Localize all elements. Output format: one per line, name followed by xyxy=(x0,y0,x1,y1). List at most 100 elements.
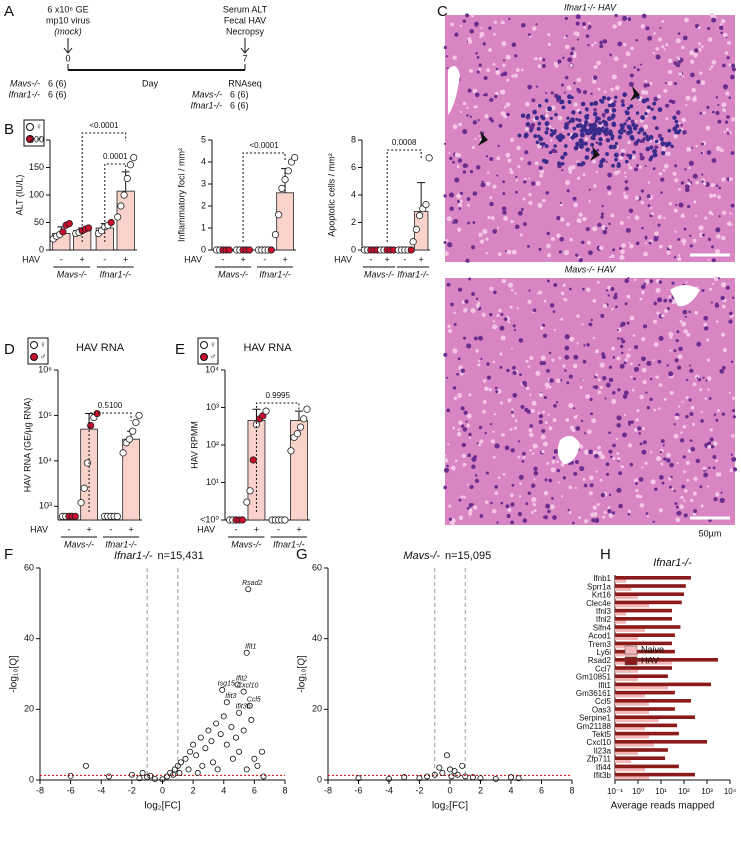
nucleus xyxy=(697,48,702,52)
nucleus xyxy=(517,455,521,459)
nucleus xyxy=(709,12,715,18)
nucleus xyxy=(555,378,561,384)
nucleus xyxy=(607,509,612,514)
nucleus xyxy=(602,515,606,519)
data-point xyxy=(415,212,424,220)
nucleus xyxy=(556,233,561,238)
nucleus xyxy=(663,163,669,169)
data-point xyxy=(459,762,466,769)
nucleus xyxy=(474,105,478,109)
nucleus xyxy=(730,74,735,80)
data-point xyxy=(136,775,143,782)
infiltrate xyxy=(649,155,654,159)
nucleus xyxy=(539,326,544,330)
nucleus xyxy=(690,405,695,410)
nucleus xyxy=(640,63,643,66)
nucleus xyxy=(699,485,703,489)
nucleus xyxy=(499,325,505,331)
nucleus xyxy=(538,247,542,251)
nucleus xyxy=(672,171,677,176)
nucleus xyxy=(681,484,686,489)
nucleus xyxy=(466,106,469,110)
nucleus xyxy=(467,203,471,207)
infiltrate xyxy=(560,134,566,140)
nucleus xyxy=(669,390,674,395)
bar xyxy=(615,620,626,624)
nucleus xyxy=(686,332,691,337)
nucleus xyxy=(634,345,639,350)
infiltrate xyxy=(523,132,529,138)
nucleus xyxy=(608,377,614,383)
nucleus xyxy=(660,191,663,194)
y-tick-label: 40 xyxy=(312,633,322,643)
nucleus xyxy=(706,338,710,342)
nucleus xyxy=(647,35,653,41)
infiltrate xyxy=(573,132,579,138)
nucleus xyxy=(514,292,517,295)
nucleus xyxy=(668,69,673,75)
nucleus xyxy=(477,166,481,169)
nucleus xyxy=(450,465,456,471)
nucleus xyxy=(492,456,496,459)
nucleus xyxy=(691,146,694,149)
nucleus xyxy=(474,137,477,140)
nucleus xyxy=(502,21,505,25)
nucleus xyxy=(696,79,701,84)
nucleus xyxy=(635,119,638,123)
nucleus xyxy=(710,65,714,68)
nucleus xyxy=(663,48,666,51)
nucleus xyxy=(450,518,456,524)
nucleus xyxy=(452,426,455,430)
nucleus xyxy=(454,32,459,37)
nucleus xyxy=(666,458,671,463)
nucleus xyxy=(462,129,468,135)
nucleus xyxy=(532,308,537,313)
nucleus xyxy=(458,420,463,425)
nucleus xyxy=(529,125,535,131)
nucleus xyxy=(602,375,607,381)
nucleus xyxy=(659,474,664,480)
nucleus xyxy=(725,127,729,131)
nucleus xyxy=(485,471,489,475)
nucleus xyxy=(553,61,559,67)
nucleus xyxy=(652,319,658,324)
nucleus xyxy=(602,39,608,44)
nucleus xyxy=(697,42,701,46)
nucleus xyxy=(688,166,691,170)
nucleus xyxy=(612,24,617,29)
nucleus xyxy=(587,429,592,435)
treatment-label: - xyxy=(235,524,238,534)
nucleus xyxy=(703,472,709,478)
nucleus xyxy=(609,53,612,57)
nucleus xyxy=(608,449,613,454)
data-point xyxy=(477,775,484,782)
bar xyxy=(615,625,681,629)
data-point xyxy=(448,773,455,780)
nucleus xyxy=(657,223,661,227)
nucleus xyxy=(532,503,536,507)
nucleus xyxy=(601,354,606,359)
infiltrate xyxy=(621,103,625,107)
bar xyxy=(615,775,649,780)
nucleus xyxy=(583,26,587,29)
label: 0 xyxy=(65,53,70,63)
nucleus xyxy=(685,281,688,284)
nucleus xyxy=(709,428,713,432)
nucleus xyxy=(473,455,477,459)
data-point xyxy=(267,246,275,254)
nucleus xyxy=(495,91,499,96)
nucleus xyxy=(678,122,681,125)
nucleus xyxy=(659,26,662,30)
data-point xyxy=(251,755,258,762)
legend-dot xyxy=(200,353,208,361)
nucleus xyxy=(608,255,612,259)
nucleus xyxy=(564,345,570,351)
nucleus xyxy=(500,111,506,117)
infiltrate xyxy=(610,102,616,108)
nucleus xyxy=(576,160,579,163)
nucleus xyxy=(656,235,659,239)
point-label: Cxcl10 xyxy=(237,683,259,690)
data-point xyxy=(271,231,280,239)
label: Mavs-/- xyxy=(10,78,40,88)
infiltrate xyxy=(598,136,603,142)
